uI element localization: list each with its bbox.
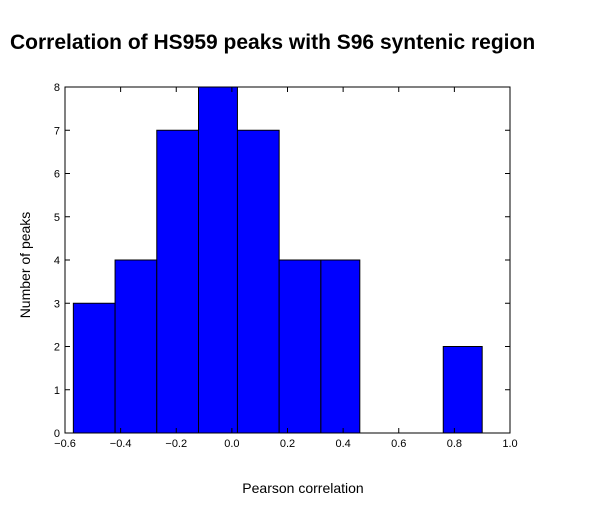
y-tick-label: 0 — [54, 428, 60, 440]
y-tick-label: 3 — [54, 298, 60, 310]
x-tick-label: 0.8 — [447, 438, 462, 450]
chart-title: Correlation of HS959 peaks with S96 synt… — [10, 31, 536, 54]
histogram-bar — [114, 259, 158, 434]
y-tick-label: 6 — [54, 169, 60, 181]
y-tick-label: 4 — [54, 255, 60, 267]
bars-group — [72, 86, 483, 434]
x-tick-label: 0.2 — [280, 438, 295, 450]
x-tick-label: 0.4 — [335, 438, 350, 450]
x-tick-label: −0.2 — [165, 438, 187, 450]
x-tick-label: 0.0 — [224, 438, 239, 450]
histogram-bar — [198, 86, 238, 434]
y-tick-label: 1 — [54, 385, 60, 397]
histogram-bar — [156, 129, 199, 434]
x-axis-label: Pearson correlation — [242, 480, 364, 496]
y-tick-label: 7 — [54, 125, 60, 137]
x-tick-label: 0.6 — [391, 438, 406, 450]
x-tick-label: −0.6 — [54, 438, 76, 450]
y-tick-label: 8 — [54, 82, 60, 94]
x-tick-label: −0.4 — [110, 438, 132, 450]
y-tick-label: 5 — [54, 212, 60, 224]
histogram-bar — [320, 259, 361, 434]
histogram-bar — [72, 302, 116, 434]
histogram-bar — [236, 129, 280, 434]
y-tick-label: 2 — [54, 342, 60, 354]
histogram-bar — [278, 259, 322, 434]
histogram-bar — [442, 346, 483, 434]
axes-group: −0.6 −0.4 −0.2 0.0 0.2 0.4 0.6 0.8 1.0 0 1 2 3 4 5 6 7 8 — [54, 82, 518, 450]
x-tick-label: 1.0 — [502, 438, 517, 450]
